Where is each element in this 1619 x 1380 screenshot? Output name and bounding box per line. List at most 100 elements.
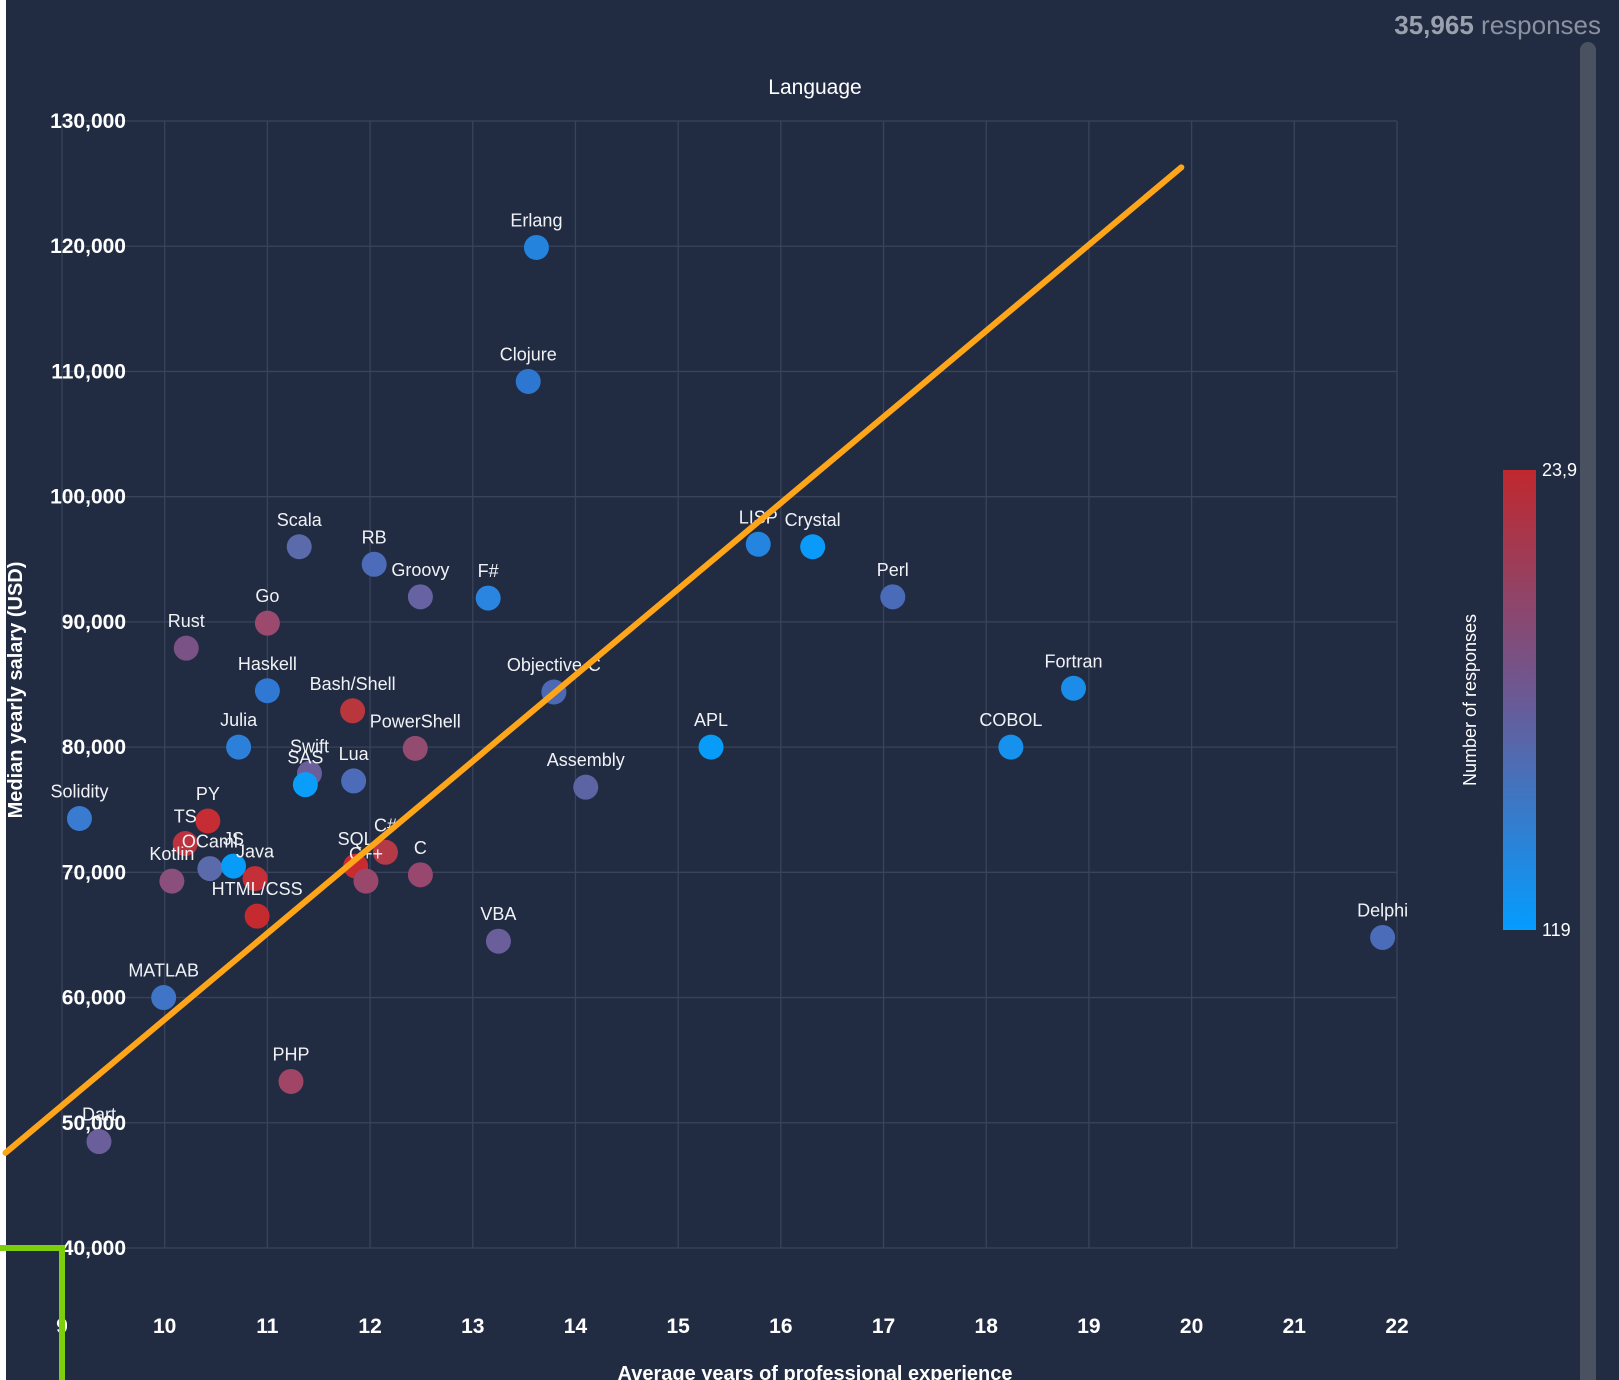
data-point[interactable] xyxy=(286,534,312,560)
y-tick-label: 130,000 xyxy=(50,110,126,133)
left-edge-strip xyxy=(0,0,6,1380)
x-tick-label: 22 xyxy=(1385,1315,1408,1338)
data-label: APL xyxy=(694,710,728,730)
trendline-layer xyxy=(2,164,1185,1156)
data-point[interactable] xyxy=(998,734,1024,760)
data-point[interactable] xyxy=(340,698,366,724)
data-label: COBOL xyxy=(979,710,1042,730)
data-point[interactable] xyxy=(226,734,252,760)
y-tick-label: 50,000 xyxy=(62,1112,126,1135)
data-point[interactable] xyxy=(341,768,367,794)
data-label: Swift xyxy=(290,736,329,756)
data-label: TS xyxy=(174,807,197,827)
data-point[interactable] xyxy=(1061,675,1087,701)
colorbar-gradient xyxy=(1503,470,1536,930)
data-point[interactable] xyxy=(159,868,185,894)
data-point[interactable] xyxy=(475,585,501,611)
data-label: Bash/Shell xyxy=(310,674,396,694)
x-tick-label: 15 xyxy=(666,1315,690,1338)
responses-number: 35,965 xyxy=(1394,10,1474,40)
data-point[interactable] xyxy=(86,1129,112,1155)
data-label: Groovy xyxy=(391,560,449,580)
grid xyxy=(61,120,1398,1249)
data-point[interactable] xyxy=(195,808,221,834)
data-point[interactable] xyxy=(254,610,280,636)
data-label: Perl xyxy=(877,560,909,580)
y-tick-label: 80,000 xyxy=(62,736,126,759)
x-tick-label: 18 xyxy=(975,1315,999,1338)
data-point[interactable] xyxy=(407,862,433,888)
chart-title: Language xyxy=(768,76,861,99)
data-point[interactable] xyxy=(173,635,199,661)
data-point[interactable] xyxy=(402,735,428,761)
data-label: RB xyxy=(362,527,387,547)
data-label: PHP xyxy=(272,1044,309,1064)
data-point[interactable] xyxy=(172,831,198,857)
x-tick-label: 17 xyxy=(872,1315,895,1338)
data-label: Kotlin xyxy=(149,844,194,864)
data-label: PY xyxy=(196,784,220,804)
data-label: Fortran xyxy=(1045,651,1103,671)
data-label: HTML/CSS xyxy=(212,879,303,899)
x-tick-label: 11 xyxy=(256,1315,279,1338)
colorbar-min-label: 119 xyxy=(1542,920,1571,940)
data-label: OCaml xyxy=(182,832,238,852)
x-tick-label: 12 xyxy=(358,1315,381,1338)
data-point[interactable] xyxy=(220,853,246,879)
data-point[interactable] xyxy=(66,805,92,831)
data-label: JS xyxy=(223,829,244,849)
data-point[interactable] xyxy=(485,928,511,954)
y-axis-ticks: 40,000 50,000 60,000 70,000 80,000 90,000 100,… xyxy=(50,110,126,1260)
data-point[interactable] xyxy=(254,678,280,704)
colorbar: 23,9 119 Number of responses xyxy=(1460,460,1577,940)
highlight-marker-layer xyxy=(0,1245,65,1380)
scrollbar[interactable] xyxy=(1580,42,1596,1380)
data-point[interactable] xyxy=(745,531,771,557)
y-tick-label: 70,000 xyxy=(62,861,126,884)
data-points xyxy=(66,234,1396,1155)
data-label: MATLAB xyxy=(128,961,199,981)
data-point[interactable] xyxy=(515,368,541,394)
data-point[interactable] xyxy=(361,551,387,577)
data-label: Delphi xyxy=(1357,900,1408,920)
data-point[interactable] xyxy=(244,903,270,929)
data-point[interactable] xyxy=(573,774,599,800)
y-tick-label: 40,000 xyxy=(62,1237,126,1260)
x-tick-label: 10 xyxy=(153,1315,176,1338)
data-label: Erlang xyxy=(510,210,562,230)
data-label: Julia xyxy=(220,710,258,730)
data-label: Go xyxy=(255,586,279,606)
data-point[interactable] xyxy=(242,866,268,892)
data-point[interactable] xyxy=(880,584,906,610)
y-tick-label: 120,000 xyxy=(50,235,126,258)
data-label: Scala xyxy=(277,510,323,530)
data-label: C xyxy=(414,838,427,858)
data-point[interactable] xyxy=(1370,924,1396,950)
x-axis-ticks: 9 10 11 12 13 14 15 16 17 18 19 20 21 22 xyxy=(56,1315,1409,1338)
highlight-bracket xyxy=(0,1245,65,1380)
colorbar-max-label: 23,9 xyxy=(1542,460,1577,480)
data-label: SAS xyxy=(287,748,323,768)
data-point[interactable] xyxy=(278,1068,304,1094)
data-point[interactable] xyxy=(698,734,724,760)
data-point[interactable] xyxy=(353,868,379,894)
y-tick-label: 60,000 xyxy=(62,987,126,1010)
data-point[interactable] xyxy=(197,856,223,882)
data-point[interactable] xyxy=(151,985,177,1011)
responses-suffix: responses xyxy=(1481,10,1601,40)
data-point[interactable] xyxy=(523,234,549,260)
data-point[interactable] xyxy=(292,772,318,798)
x-tick-label: 21 xyxy=(1283,1315,1307,1338)
x-tick-label: 14 xyxy=(564,1315,588,1338)
data-point[interactable] xyxy=(372,839,398,865)
data-point[interactable] xyxy=(407,584,433,610)
data-label: Assembly xyxy=(547,750,625,770)
data-point[interactable] xyxy=(800,534,826,560)
colorbar-title: Number of responses xyxy=(1460,614,1480,786)
data-label: Java xyxy=(236,842,275,862)
x-tick-label: 13 xyxy=(461,1315,484,1338)
data-label: F# xyxy=(478,561,499,581)
y-tick-label: 110,000 xyxy=(51,360,126,383)
